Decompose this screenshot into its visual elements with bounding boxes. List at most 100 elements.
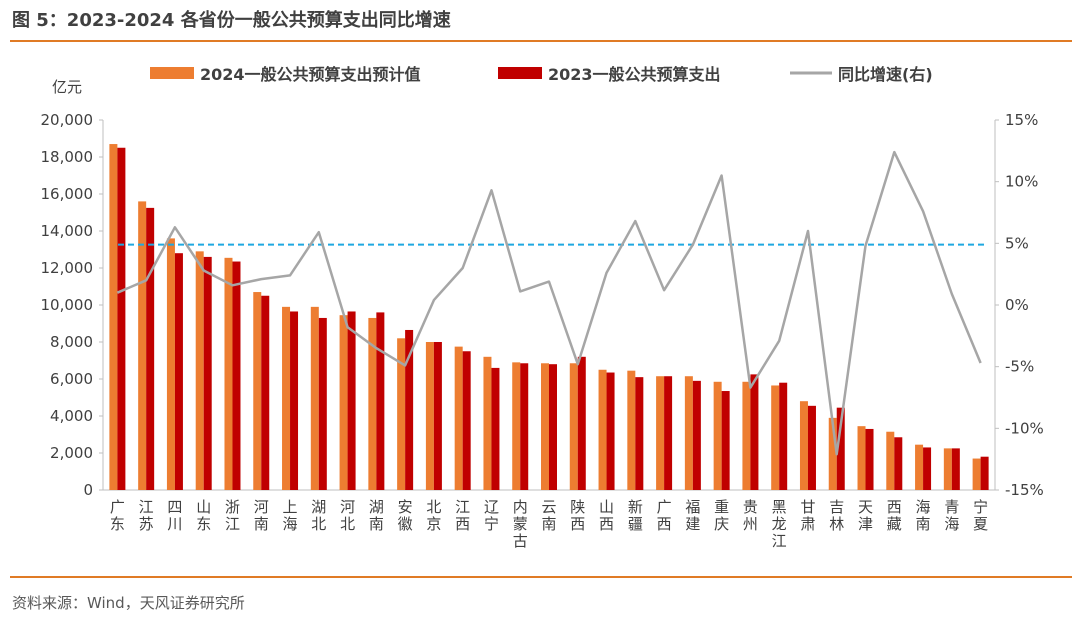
bar-2024 bbox=[828, 417, 837, 490]
category-label: 内蒙古 bbox=[513, 498, 528, 550]
top-divider bbox=[10, 40, 1072, 42]
bar-2023 bbox=[807, 405, 816, 490]
bar-2024 bbox=[569, 363, 578, 490]
left-tick-label: 20,000 bbox=[41, 111, 94, 129]
category-label: 新疆 bbox=[628, 498, 643, 533]
category-label: 甘肃 bbox=[800, 498, 815, 533]
category-label: 陕西 bbox=[570, 498, 585, 533]
right-tick-label: 0% bbox=[1005, 296, 1029, 314]
bar-2024 bbox=[627, 370, 636, 490]
category-label: 广西 bbox=[657, 498, 672, 533]
bar-2024 bbox=[310, 306, 319, 490]
legend-label-2023: 2023一般公共预算支出 bbox=[548, 65, 721, 84]
bar-2024 bbox=[224, 257, 233, 490]
bar-2023 bbox=[721, 391, 730, 490]
category-label: 湖南 bbox=[369, 498, 384, 533]
bar-2024 bbox=[598, 369, 607, 490]
bar-2024 bbox=[109, 144, 118, 491]
bar-2023 bbox=[117, 147, 126, 490]
right-tick-label: -5% bbox=[1005, 358, 1034, 376]
category-label: 辽宁 bbox=[484, 498, 499, 533]
category-label: 西藏 bbox=[887, 498, 902, 533]
category-label: 云南 bbox=[541, 498, 556, 533]
bar-2023 bbox=[462, 351, 471, 490]
left-tick-label: 2,000 bbox=[50, 444, 93, 462]
bar-2023 bbox=[894, 437, 903, 490]
category-label: 广东 bbox=[110, 498, 125, 533]
category-label: 浙江 bbox=[225, 498, 240, 533]
bar-2023 bbox=[664, 376, 673, 490]
bar-2024 bbox=[195, 251, 204, 490]
category-label: 黑龙江 bbox=[772, 498, 787, 550]
category-label: 吉林 bbox=[829, 498, 844, 533]
bar-2023 bbox=[146, 207, 155, 490]
bar-2023 bbox=[433, 342, 442, 490]
category-label: 河北 bbox=[340, 498, 355, 533]
category-label: 河南 bbox=[254, 498, 269, 533]
bar-2023 bbox=[203, 256, 212, 490]
right-tick-label: 5% bbox=[1005, 234, 1029, 252]
bar-2023 bbox=[951, 448, 960, 490]
bar-2024 bbox=[799, 401, 808, 490]
bar-2023 bbox=[635, 377, 644, 490]
bar-2024 bbox=[972, 458, 981, 490]
bar-2023 bbox=[232, 261, 241, 490]
bar-2023 bbox=[779, 382, 788, 490]
category-label: 山东 bbox=[196, 498, 211, 533]
bar-2023 bbox=[174, 253, 183, 490]
legend-swatch-2023 bbox=[498, 67, 542, 79]
right-tick-label: 15% bbox=[1005, 111, 1038, 129]
bar-2023 bbox=[836, 407, 845, 490]
bar-2024 bbox=[282, 306, 291, 490]
bar-2024 bbox=[713, 381, 722, 490]
left-tick-label: 0 bbox=[83, 481, 93, 499]
bar-2024 bbox=[138, 201, 147, 490]
bottom-divider bbox=[10, 576, 1072, 578]
category-label: 海南 bbox=[916, 498, 931, 533]
right-tick-label: 10% bbox=[1005, 173, 1038, 191]
right-tick-label: -10% bbox=[1005, 419, 1044, 437]
left-tick-label: 10,000 bbox=[41, 296, 94, 314]
bar-2023 bbox=[549, 364, 557, 490]
left-tick-label: 4,000 bbox=[50, 407, 93, 425]
bar-2024 bbox=[915, 444, 924, 490]
bar-2024 bbox=[886, 431, 895, 490]
left-tick-label: 16,000 bbox=[41, 185, 94, 203]
left-tick-label: 8,000 bbox=[50, 333, 93, 351]
legend-swatch-2024 bbox=[150, 67, 194, 79]
category-label: 安徽 bbox=[398, 498, 413, 533]
category-label: 山西 bbox=[599, 498, 614, 533]
bar-2024 bbox=[397, 338, 406, 490]
left-tick-label: 14,000 bbox=[41, 222, 94, 240]
bar-2024 bbox=[742, 381, 751, 490]
bar-2023 bbox=[405, 329, 414, 490]
bar-2024 bbox=[425, 342, 434, 490]
category-label: 福建 bbox=[685, 498, 700, 533]
bar-2024 bbox=[943, 448, 952, 490]
bar-2023 bbox=[865, 428, 874, 490]
bar-2024 bbox=[656, 376, 665, 490]
bar-2023 bbox=[491, 367, 500, 490]
left-axis-unit-label: 亿元 bbox=[52, 78, 82, 96]
category-label: 江苏 bbox=[139, 498, 154, 533]
bar-2023 bbox=[577, 356, 586, 490]
bar-2024 bbox=[857, 426, 866, 490]
source-note: 资料来源：Wind，天风证券研究所 bbox=[12, 594, 245, 612]
bar-2024 bbox=[339, 315, 348, 490]
category-label: 重庆 bbox=[714, 498, 729, 533]
figure-title: 图 5：2023-2024 各省份一般公共预算支出同比增速 bbox=[12, 10, 451, 31]
category-label: 青海 bbox=[944, 498, 959, 533]
bar-2023 bbox=[318, 317, 327, 490]
bar-2023 bbox=[376, 312, 385, 490]
bar-2023 bbox=[923, 447, 932, 490]
left-tick-label: 6,000 bbox=[50, 370, 93, 388]
chart-area: 0 2,000 4,000 6,000 8,000 10,000 12,000 14,000 1… bbox=[41, 65, 1044, 550]
bar-2024 bbox=[253, 292, 262, 490]
category-label: 北京 bbox=[426, 498, 441, 533]
bar-2023 bbox=[347, 311, 356, 490]
bar-2023 bbox=[606, 372, 615, 490]
category-label: 湖北 bbox=[311, 498, 326, 533]
category-label: 贵州 bbox=[743, 498, 758, 533]
left-tick-label: 18,000 bbox=[41, 148, 94, 166]
bar-2024 bbox=[512, 362, 521, 490]
